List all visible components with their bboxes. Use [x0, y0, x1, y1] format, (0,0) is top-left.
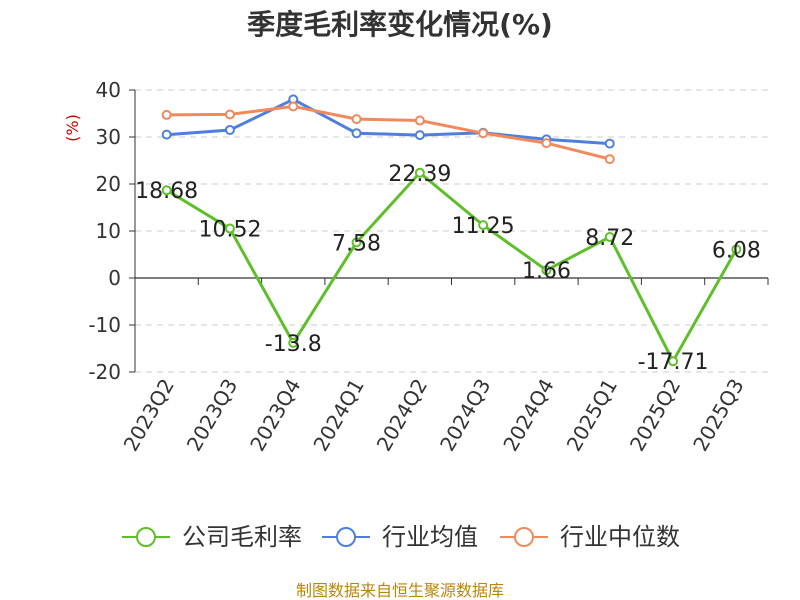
- y-tick-label: 10: [96, 219, 121, 243]
- data-point: [351, 114, 362, 125]
- data-point: [478, 220, 489, 231]
- x-tick-label: 2023Q2: [119, 375, 179, 456]
- data-point: [541, 138, 552, 149]
- x-tick-label: 2024Q3: [435, 375, 495, 456]
- y-tick-label: -20: [88, 360, 121, 384]
- data-label: -13.8: [265, 332, 322, 357]
- x-tick-label: 2024Q4: [498, 375, 558, 456]
- data-point: [604, 138, 615, 149]
- y-tick-label: 20: [96, 172, 121, 196]
- data-label: 6.08: [712, 238, 761, 263]
- data-point: [224, 124, 235, 135]
- legend-swatch-marker: [514, 527, 534, 547]
- legend-swatch-marker: [136, 527, 156, 547]
- legend-swatch-marker: [336, 527, 356, 547]
- data-point: [224, 109, 235, 120]
- series-line: [165, 170, 738, 365]
- x-tick-label: 2025Q3: [688, 375, 748, 456]
- data-point: [351, 237, 362, 248]
- data-label: 7.58: [332, 231, 381, 256]
- chart-title: 季度毛利率变化情况(%): [247, 8, 553, 41]
- data-point: [161, 185, 172, 196]
- legend-label: 行业中位数: [560, 523, 680, 551]
- data-point: [351, 128, 362, 139]
- x-tick-label: 2024Q1: [308, 375, 368, 456]
- legend-label: 公司毛利率: [182, 523, 302, 551]
- series-line: [166, 104, 611, 161]
- data-point: [604, 154, 615, 165]
- data-label: -17.71: [638, 350, 709, 375]
- data-point: [604, 232, 615, 243]
- x-tick-label: 2025Q1: [562, 375, 622, 456]
- data-point: [414, 167, 425, 178]
- data-point: [414, 115, 425, 126]
- series-line: [166, 97, 610, 146]
- data-point: [161, 129, 172, 140]
- legend: 公司毛利率 行业均值 行业中位数: [122, 523, 680, 551]
- data-label: 22.39: [388, 162, 451, 187]
- y-tick-label: -10: [88, 313, 121, 337]
- data-point: [224, 223, 235, 234]
- data-point: [668, 356, 679, 367]
- x-tick-label: 2025Q2: [625, 375, 685, 456]
- data-point: [288, 337, 299, 348]
- x-tick-label: 2024Q2: [372, 375, 432, 456]
- data-label: 10.52: [198, 218, 261, 243]
- x-tick-label: 2023Q3: [182, 375, 242, 456]
- data-label: 1.66: [522, 259, 571, 284]
- data-point: [541, 265, 552, 276]
- data-point: [478, 128, 489, 139]
- data-point: [288, 101, 299, 112]
- data-label: 18.68: [135, 179, 198, 204]
- y-axis-label: (%): [63, 114, 82, 142]
- legend-label: 行业均值: [382, 523, 478, 551]
- data-label: 8.72: [585, 226, 634, 251]
- data-point: [161, 109, 172, 120]
- y-tick-label: 30: [96, 125, 121, 149]
- data-label: 11.25: [452, 214, 515, 239]
- y-tick-label: 40: [96, 78, 121, 102]
- data-point: [414, 130, 425, 141]
- y-tick-label: 0: [108, 266, 121, 290]
- series-layer: [161, 94, 742, 367]
- data-point: [731, 244, 742, 255]
- x-tick-label: 2023Q4: [245, 375, 305, 456]
- source-note: 制图数据来自恒生聚源数据库: [296, 581, 504, 600]
